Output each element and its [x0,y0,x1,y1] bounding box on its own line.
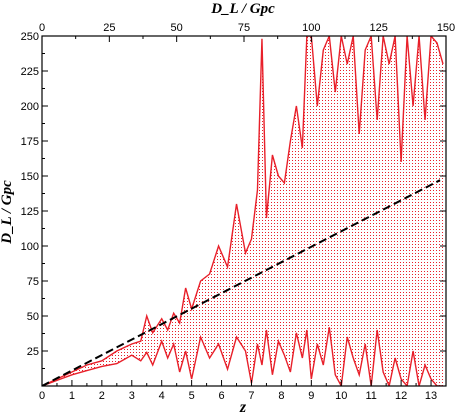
x-tick-label: 0 [39,390,45,402]
x2-tick-label: 100 [302,22,320,34]
y-tick-label: 25 [27,346,39,358]
x-tick-label: 8 [278,390,284,402]
x-tick-label: 1 [69,390,75,402]
y-tick-label: 150 [21,171,39,183]
x-tick-label: 13 [425,390,437,402]
x2-axis-ticks: 0 25 50 75 100 125 150 [39,22,455,42]
x-tick-label: 9 [308,390,314,402]
y-tick-label: 125 [21,206,39,218]
x-tick-label: 7 [248,390,254,402]
x-tick-label: 10 [335,390,347,402]
y-tick-label: 250 [21,31,39,43]
x2-tick-label: 25 [103,22,115,34]
x2-tick-label: 125 [369,22,387,34]
y-tick-label: 100 [21,241,39,253]
y-tick-label: 175 [21,136,39,148]
x-tick-label: 12 [395,390,407,402]
x-tick-label: 2 [99,390,105,402]
x-tick-label: 5 [189,390,195,402]
y-tick-label: 200 [21,101,39,113]
y-axis-ticks: 25 50 75 100 125 150 175 200 225 250 [21,31,446,369]
x-axis-title: z [239,399,247,415]
x2-axis-title: D_L / Gpc [210,1,275,17]
x-tick-label: 4 [159,390,165,402]
x-axis-ticks: 0 1 2 3 4 5 6 7 8 9 10 11 12 13 [39,380,437,402]
y-axis-title: D_L / Gpc [0,180,15,245]
reference-line [42,179,441,386]
x2-tick-label: 0 [39,22,45,34]
y-tick-label: 50 [27,311,39,323]
y-tick-label: 75 [27,276,39,288]
y-tick-label: 225 [21,66,39,78]
x-tick-label: 11 [365,390,376,402]
x-tick-label: 3 [129,390,135,402]
confidence-band-fill [42,36,444,386]
x2-tick-label: 150 [437,22,455,34]
lower-bound-line [42,327,444,386]
x-tick-label: 6 [218,390,224,402]
x2-tick-label: 50 [171,22,183,34]
x2-tick-label: 75 [238,22,250,34]
upper-bound-line [42,36,444,386]
